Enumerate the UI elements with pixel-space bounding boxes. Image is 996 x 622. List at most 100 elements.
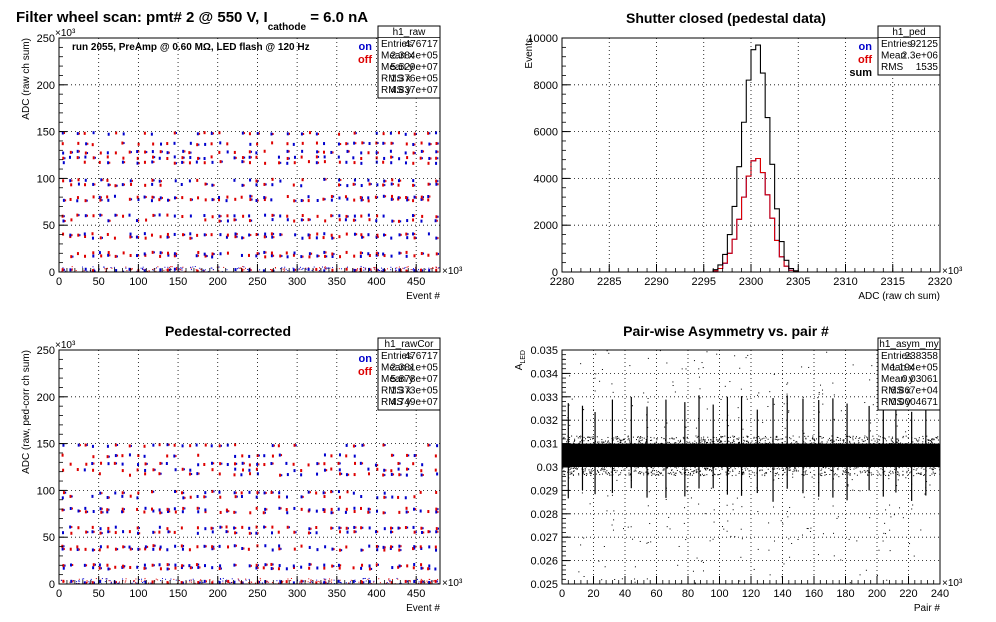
scatter-point [847, 485, 849, 487]
scatter-point [340, 178, 342, 181]
scatter-point [694, 582, 696, 584]
scatter-point [218, 266, 220, 268]
scatter-point [136, 156, 139, 160]
scatter-point [192, 578, 194, 580]
scatter-point [99, 579, 102, 583]
scatter-point [788, 469, 790, 471]
scatter-point [885, 533, 887, 535]
scatter-point [589, 472, 591, 474]
scatter-point [564, 474, 566, 476]
scatter-point [630, 479, 632, 481]
scatter-point [159, 567, 162, 571]
scatter-point [205, 545, 207, 548]
scatter-point [740, 528, 742, 530]
scatter-point [587, 440, 589, 442]
scatter-point [137, 219, 140, 222]
scatter-point [271, 581, 273, 583]
scatter-point [300, 132, 303, 136]
scatter-point [254, 582, 256, 584]
scatter-point [736, 497, 738, 499]
scatter-point [72, 563, 74, 566]
scatter-point [398, 473, 401, 477]
scatter-point [257, 179, 259, 182]
scatter-point [849, 582, 851, 584]
scatter-point [375, 219, 378, 223]
scatter-point [101, 236, 103, 239]
scatter-point [263, 182, 266, 186]
scatter-point [651, 443, 653, 445]
scatter-point [271, 454, 274, 458]
scatter-point [159, 251, 162, 255]
scatter-point [406, 236, 409, 240]
scatter-point [226, 195, 229, 199]
scatter-point [435, 266, 437, 268]
scatter-point [567, 417, 569, 419]
scatter-point [413, 495, 416, 499]
scatter-point [271, 269, 274, 273]
scatter-point [210, 233, 213, 237]
scatter-point [250, 150, 253, 153]
scatter-point [158, 156, 161, 160]
scatter-point [258, 580, 261, 583]
scatter-point [601, 441, 603, 443]
scatter-point [99, 198, 102, 202]
scatter-point [265, 491, 267, 494]
scatter-point [166, 567, 169, 571]
scatter-point [241, 131, 244, 135]
scatter-point [694, 470, 696, 472]
scatter-point [726, 504, 728, 506]
scatter-point [367, 507, 370, 511]
scatter-point [146, 151, 148, 154]
scatter-point [226, 443, 229, 447]
scatter-point [842, 441, 844, 443]
scatter-point [360, 526, 363, 530]
scatter-point [676, 469, 678, 471]
stats-key: RMS [881, 62, 904, 73]
scatter-point [350, 581, 352, 583]
scatter-point [355, 142, 357, 145]
scatter-point [390, 453, 393, 457]
scatter-point [173, 214, 176, 218]
scatter-point [617, 440, 619, 442]
scatter-point [368, 564, 371, 568]
scatter-point [248, 526, 251, 530]
scatter-point [397, 131, 400, 135]
scatter-point [897, 440, 899, 442]
scatter-point [233, 526, 236, 530]
scatter-point [563, 473, 565, 475]
scatter-point [713, 441, 715, 443]
scatter-point [746, 436, 748, 438]
scatter-point [889, 550, 891, 552]
scatter-point [428, 564, 431, 568]
scatter-point [136, 565, 139, 569]
scatter-point [163, 269, 165, 271]
scatter-point [412, 232, 415, 236]
scatter-point [821, 389, 823, 391]
scatter-point [332, 511, 334, 514]
scatter-point [915, 469, 917, 471]
scatter-point [426, 580, 428, 582]
scatter-point [324, 267, 326, 269]
scatter-point [300, 473, 303, 477]
scatter-point [219, 141, 222, 145]
scatter-point [136, 531, 139, 535]
scatter-point [804, 473, 806, 475]
scatter-point [368, 577, 370, 579]
scatter-point [715, 468, 717, 470]
scatter-point [190, 266, 192, 268]
scatter-point [832, 505, 834, 507]
scatter-point [346, 530, 349, 534]
scatter-point [692, 442, 694, 444]
scatter-point [435, 215, 438, 219]
scatter-point [915, 454, 917, 456]
scatter-point [822, 393, 824, 395]
y-tick-label: 0.034 [530, 368, 558, 380]
scatter-point [339, 579, 341, 581]
scatter-point [884, 437, 886, 439]
scatter-point [785, 468, 787, 470]
scatter-point [839, 442, 841, 444]
scatter-point [75, 270, 77, 272]
scatter-point [211, 160, 214, 164]
scatter-point [271, 183, 274, 187]
scatter-point [329, 580, 331, 582]
